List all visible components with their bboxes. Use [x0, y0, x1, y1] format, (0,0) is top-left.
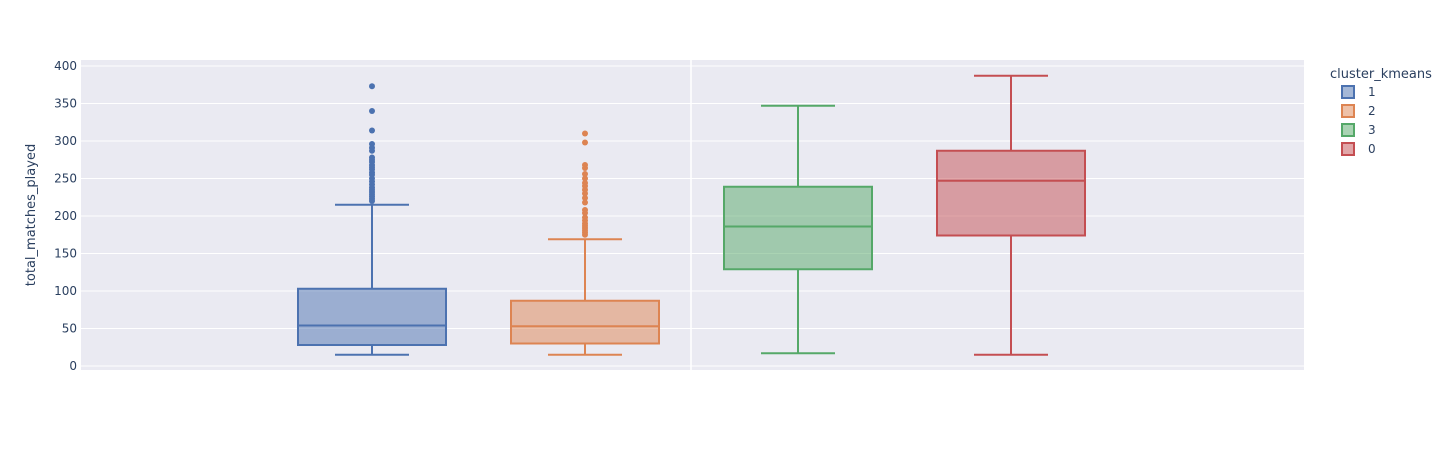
y-tick-label: 50 [62, 322, 77, 336]
y-tick-label: 400 [54, 59, 77, 73]
y-tick-label: 200 [54, 209, 77, 223]
y-tick-label: 150 [54, 247, 77, 261]
box-series-2 [510, 130, 660, 356]
grid-lines [81, 65, 1304, 367]
outlier-point [582, 195, 588, 201]
legend: cluster_kmeans 1 2 3 0 [1330, 67, 1432, 156]
outlier-point [582, 210, 588, 216]
iqr-box [510, 299, 660, 345]
iqr-box [297, 287, 447, 346]
iqr-box [936, 149, 1086, 237]
y-tick-label: 250 [54, 172, 77, 186]
outlier-point [582, 190, 588, 197]
outlier-point [369, 127, 375, 134]
boxes [297, 74, 1086, 356]
legend-swatch [1341, 142, 1355, 156]
outlier-point [582, 175, 588, 182]
legend-label: 3 [1368, 123, 1376, 137]
legend-label: 1 [1368, 85, 1376, 99]
box-series-1 [297, 83, 447, 356]
y-tick-label: 0 [69, 359, 77, 373]
y-tick-label: 300 [54, 134, 77, 148]
outlier-point [369, 198, 375, 204]
y-tick-label: 100 [54, 284, 77, 298]
legend-title: cluster_kmeans [1330, 67, 1432, 82]
y-axis-label: total_matches_played [24, 144, 39, 286]
outlier-point [369, 108, 375, 114]
outlier-point [582, 165, 588, 171]
outlier-point [582, 171, 588, 177]
legend-item-0: 0 [1341, 142, 1376, 156]
outlier-point [369, 83, 375, 90]
plot-background [81, 60, 1304, 370]
legend-swatch [1341, 85, 1355, 99]
iqr-box [723, 185, 873, 271]
legend-swatch [1341, 104, 1355, 118]
legend-item-3: 3 [1341, 123, 1376, 137]
legend-label: 0 [1368, 142, 1376, 156]
box-series-0 [936, 74, 1086, 356]
outlier-point [582, 139, 588, 146]
box-series-3 [723, 104, 873, 355]
legend-item-1: 1 [1341, 85, 1376, 99]
legend-label: 2 [1368, 104, 1376, 118]
legend-swatch [1341, 123, 1355, 137]
outlier-point [369, 147, 375, 154]
y-axis-ticks: 0 50 100 150 200 250 300 350 400 [54, 59, 77, 373]
y-tick-label: 350 [54, 97, 77, 111]
outlier-point [582, 231, 588, 238]
legend-item-2: 2 [1341, 104, 1376, 118]
outlier-point [582, 199, 588, 206]
outlier-point [582, 130, 588, 137]
